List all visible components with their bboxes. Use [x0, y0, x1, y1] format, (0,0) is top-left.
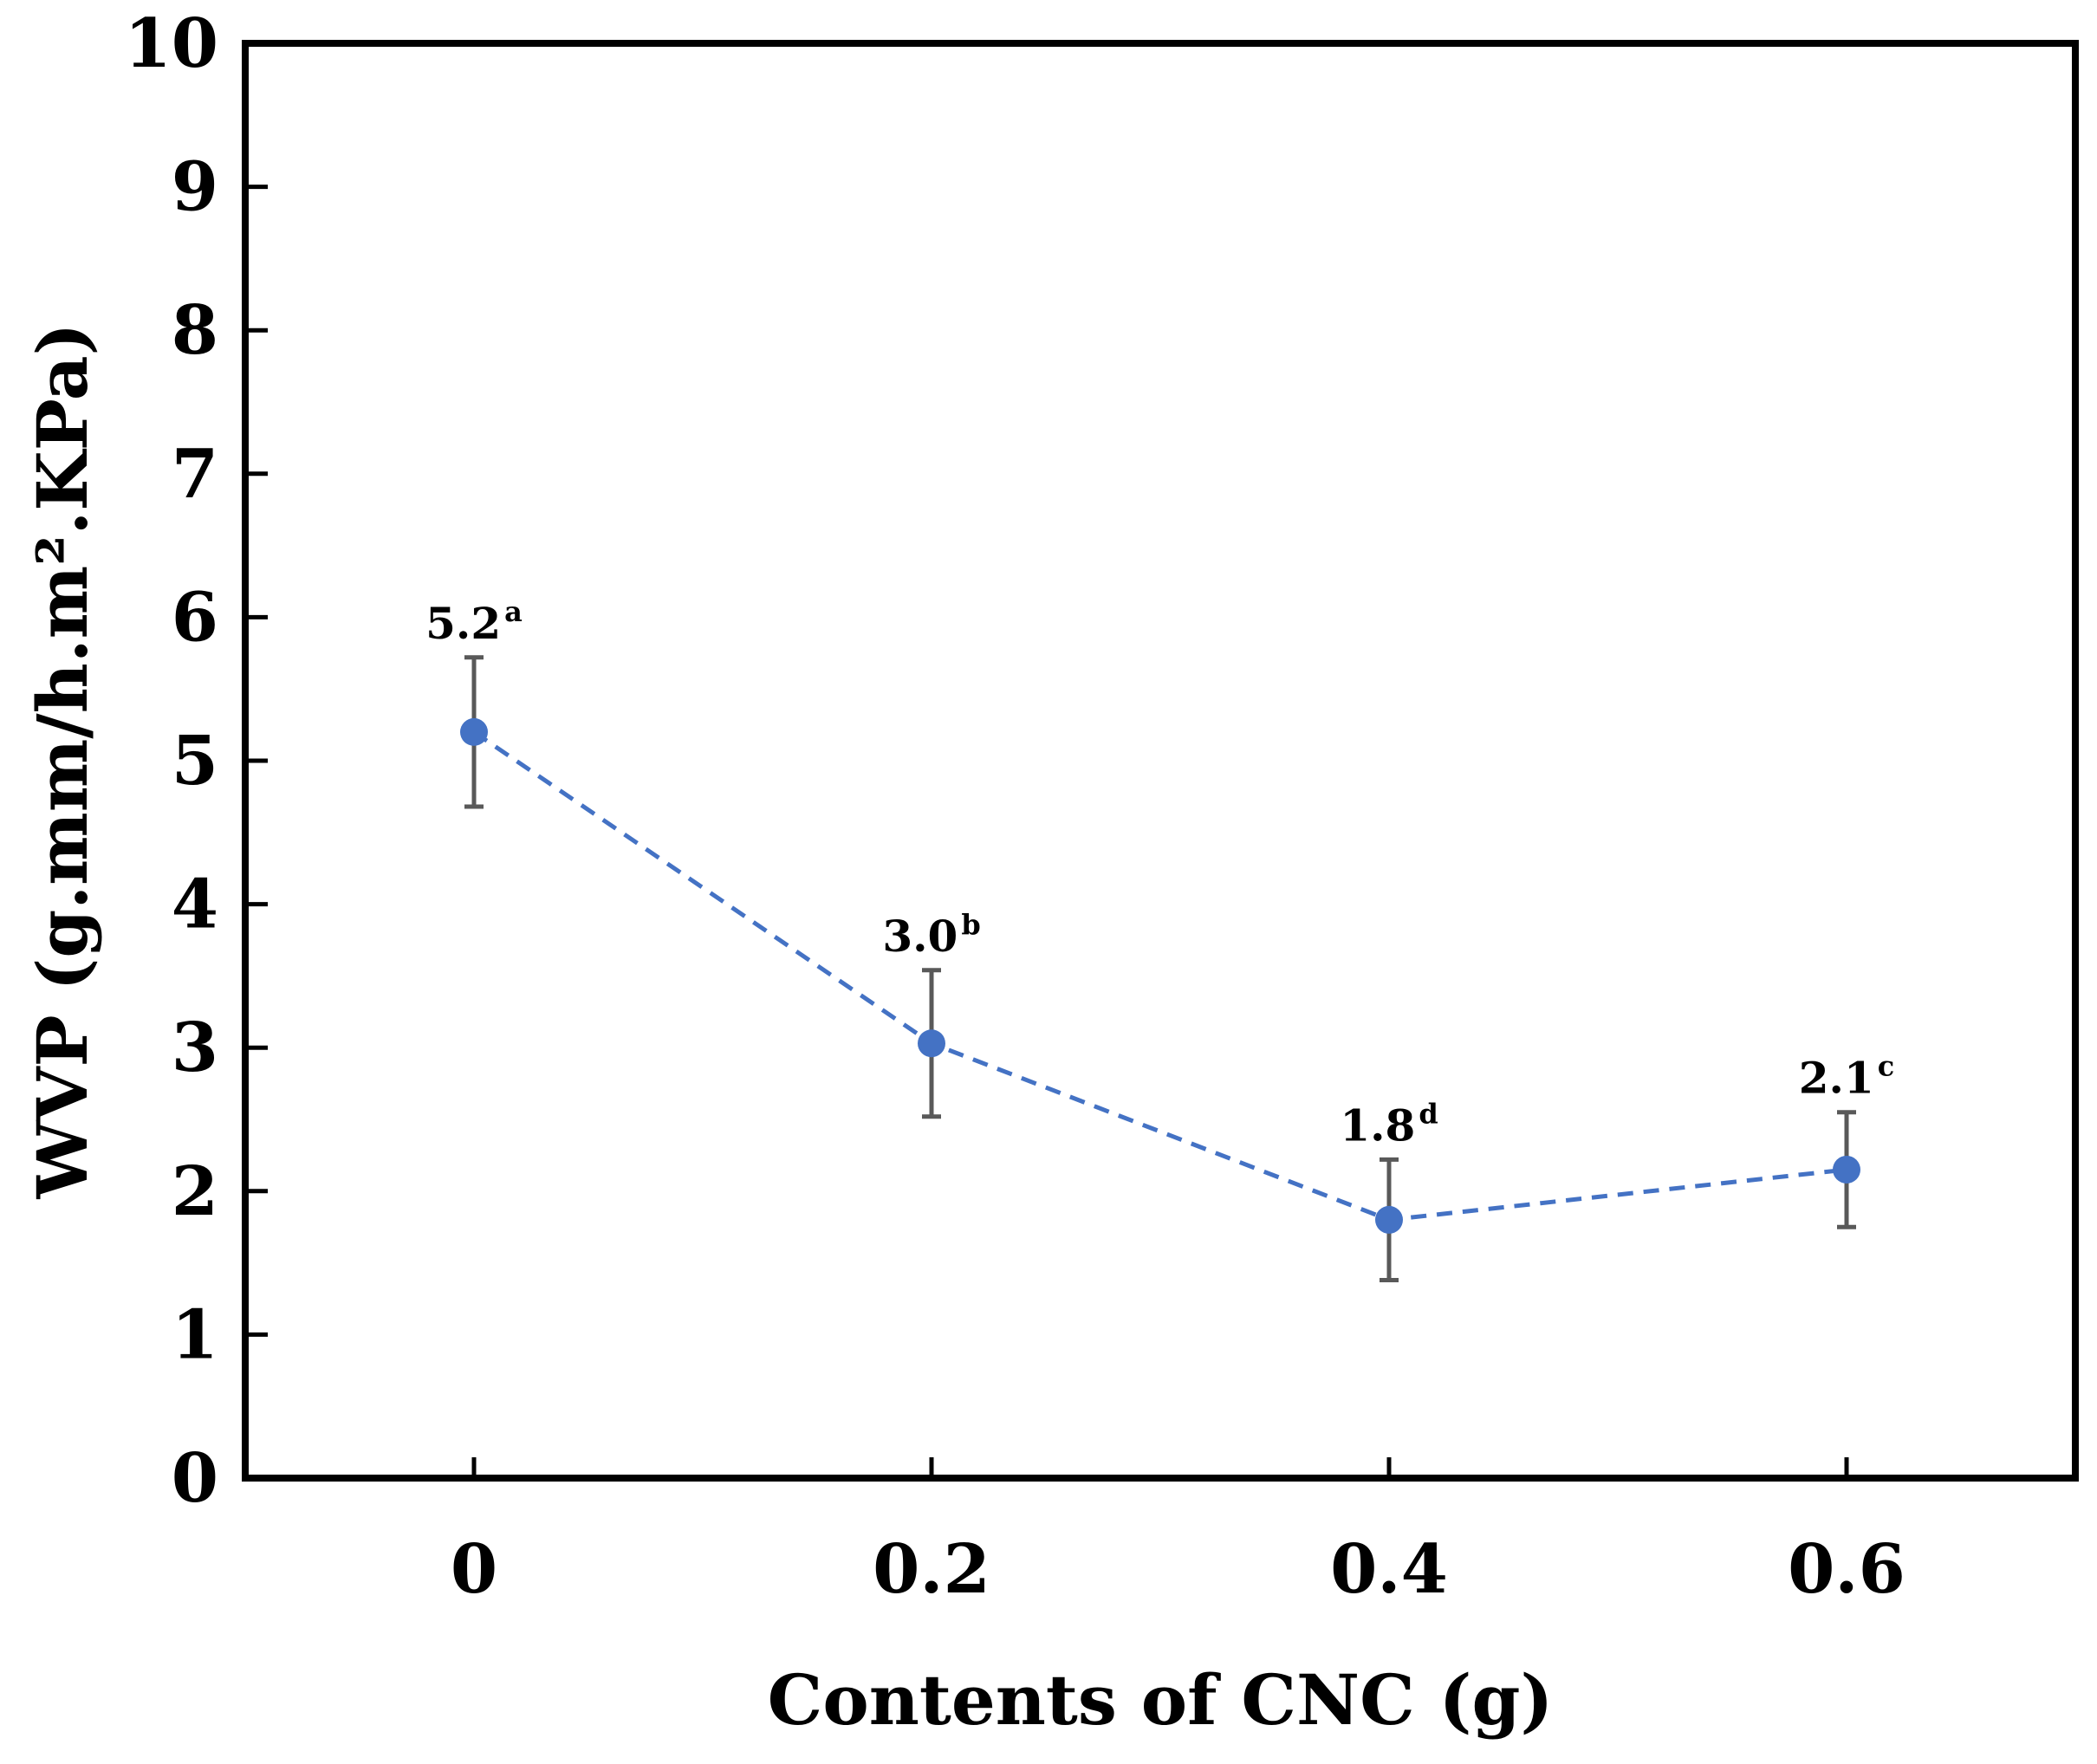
x-tick-label: 0.6 — [1788, 1530, 1905, 1609]
y-tick-label: 4 — [172, 866, 218, 944]
y-tick-label: 9 — [172, 148, 218, 227]
data-label-value: 2.1 — [1799, 1053, 1874, 1104]
error-bars — [464, 655, 1856, 1282]
y-axis-title: WVP (g.mm/h.m².KPa) — [22, 323, 103, 1200]
x-tick-label: 0.4 — [1330, 1530, 1448, 1609]
y-tick-label: 5 — [172, 722, 218, 801]
data-label-letter: b — [961, 908, 980, 941]
data-label-letter: c — [1878, 1050, 1894, 1083]
data-labels: 5.2 a 3.0 b 1.8 d 2.1 c — [425, 595, 1894, 1151]
data-point — [460, 717, 488, 746]
y-axis-ticks: 0 1 2 3 4 5 6 7 8 9 10 — [124, 4, 268, 1518]
data-label-value: 3.0 — [882, 911, 958, 962]
x-tick-label: 0.2 — [873, 1530, 990, 1609]
data-point — [1833, 1155, 1860, 1184]
data-label: 5.2 a — [425, 595, 523, 649]
data-label-letter: d — [1419, 1097, 1438, 1130]
y-tick-label: 6 — [172, 578, 218, 657]
x-tick-label: 0 — [451, 1530, 497, 1609]
x-axis-title: Contents of CNC (g) — [768, 1659, 1554, 1741]
data-label: 1.8 d — [1340, 1097, 1438, 1151]
y-tick-label: 1 — [172, 1295, 218, 1374]
data-label-value: 1.8 — [1340, 1099, 1415, 1151]
y-tick-label: 0 — [172, 1439, 218, 1518]
data-label: 2.1 c — [1799, 1050, 1894, 1104]
y-tick-label: 2 — [172, 1152, 218, 1231]
data-point — [918, 1029, 945, 1058]
y-tick-label: 3 — [172, 1008, 218, 1087]
y-tick-label: 7 — [172, 435, 218, 514]
data-point — [1375, 1205, 1403, 1234]
data-points — [460, 717, 1860, 1234]
series-line — [472, 730, 1847, 1222]
data-label-value: 5.2 — [425, 598, 501, 649]
x-axis-ticks: 0 0.2 0.4 0.6 — [451, 1457, 1905, 1609]
data-label: 3.0 b — [882, 908, 980, 962]
y-tick-label: 10 — [124, 4, 218, 83]
data-label-letter: a — [504, 595, 523, 628]
y-tick-label: 8 — [172, 291, 218, 370]
